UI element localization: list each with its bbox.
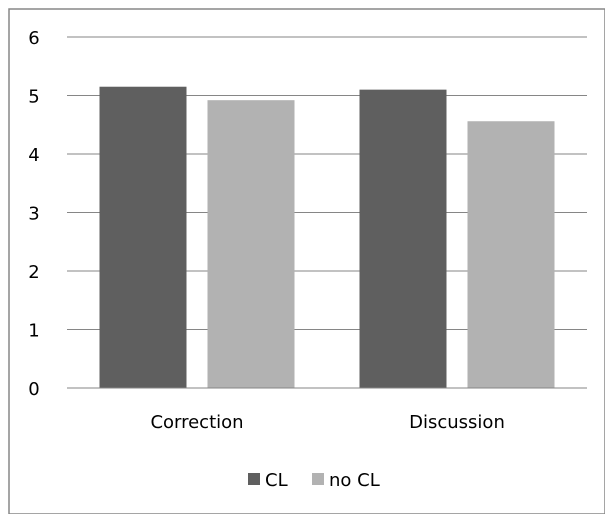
legend-label: CL: [265, 470, 288, 491]
y-tick-label: 0: [28, 379, 39, 400]
y-tick-label: 2: [28, 262, 39, 283]
bar-cl-discussion: [359, 89, 447, 389]
y-tick-label: 3: [28, 204, 39, 225]
bar-no-cl-discussion: [467, 121, 555, 389]
y-tick-label: 1: [28, 321, 39, 342]
legend-swatch-no-cl: [312, 473, 324, 485]
bars: [99, 86, 555, 389]
y-tick-label: 6: [28, 28, 39, 49]
y-tick-label: 5: [28, 87, 39, 108]
x-tick-label: Correction: [150, 412, 243, 433]
bar-cl-correction: [99, 86, 187, 388]
y-tick-label: 4: [28, 145, 39, 166]
legend-swatch-cl: [248, 473, 260, 485]
x-axis-ticks: Correction Discussion: [150, 412, 504, 433]
x-tick-label: Discussion: [409, 412, 505, 433]
bar-no-cl-correction: [207, 100, 295, 389]
legend-label: no CL: [329, 470, 380, 491]
y-axis-ticks: 0 1 2 3 4 5 6: [28, 28, 39, 400]
legend: CL no CL: [248, 470, 380, 491]
